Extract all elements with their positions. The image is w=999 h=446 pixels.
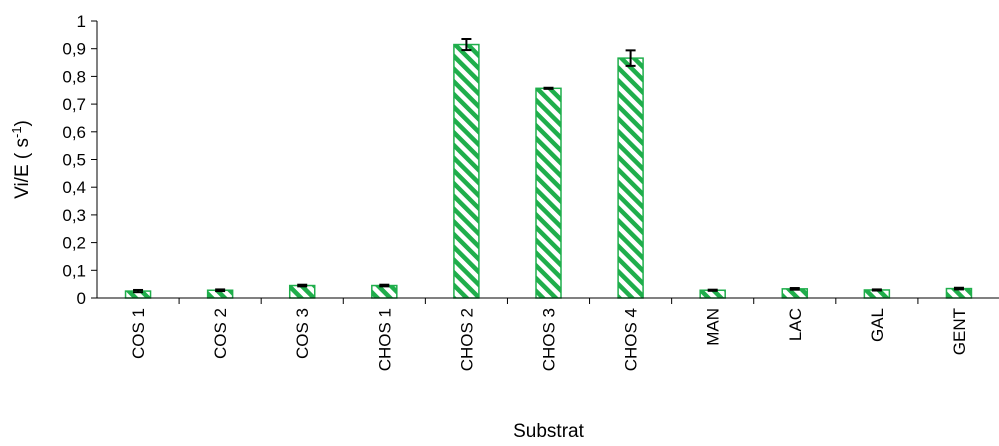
error-bar bbox=[625, 49, 636, 67]
x-tick-label: CHOS 1 bbox=[375, 308, 394, 371]
y-tick-label: 0,6 bbox=[62, 123, 86, 142]
y-tick-label: 0,1 bbox=[62, 261, 86, 280]
x-tick-label: MAN bbox=[704, 308, 723, 346]
x-axis-title: Substrat bbox=[513, 421, 584, 442]
bar bbox=[288, 284, 316, 299]
bar bbox=[371, 284, 398, 299]
x-tick-label: GENT bbox=[950, 308, 969, 355]
y-tick-label: 0,9 bbox=[62, 40, 86, 59]
x-tick-label: LAC bbox=[786, 308, 805, 341]
error-bar bbox=[461, 38, 472, 52]
error-bar bbox=[133, 288, 144, 294]
x-tick-label: COS 2 bbox=[211, 308, 230, 359]
x-tick-label: CHOS 3 bbox=[540, 308, 559, 371]
x-tick-label: COS 3 bbox=[293, 308, 312, 359]
y-title-main: Vi/E ( s bbox=[12, 138, 33, 199]
bar bbox=[535, 87, 562, 299]
error-bar bbox=[789, 287, 800, 291]
y-title-exponent: -1 bbox=[9, 126, 24, 138]
y-tick-label: 0,4 bbox=[62, 178, 86, 197]
error-bar bbox=[297, 283, 308, 288]
x-tick-label: COS 1 bbox=[129, 308, 148, 359]
y-tick-label: 0,5 bbox=[62, 151, 86, 170]
y-tick-label: 0,3 bbox=[62, 206, 86, 225]
error-bar bbox=[953, 286, 964, 291]
x-tick-label: CHOS 4 bbox=[622, 308, 641, 371]
error-bar bbox=[215, 288, 226, 293]
x-tick-label: CHOS 2 bbox=[457, 308, 476, 371]
error-bar bbox=[543, 86, 554, 90]
error-bars bbox=[133, 38, 964, 294]
x-axis-labels: COS 1 COS 2 COS 3 CHOS 1 CHOS 2 CHOS 3 CHOS 4 M… bbox=[129, 298, 969, 371]
y-title-close: ) bbox=[12, 120, 33, 126]
y-axis-title: Vi/E ( s-1) bbox=[9, 120, 33, 199]
bar bbox=[617, 57, 644, 299]
error-bar bbox=[707, 288, 718, 292]
error-bar bbox=[379, 283, 390, 288]
y-tick-label: 0,2 bbox=[62, 234, 86, 253]
y-tick-label: 1 bbox=[77, 12, 86, 31]
y-tick-label: 0 bbox=[77, 289, 86, 308]
y-tick-label: 0,8 bbox=[62, 67, 86, 86]
bar bbox=[453, 43, 480, 299]
bars bbox=[124, 43, 973, 299]
y-tick-label: 0,7 bbox=[62, 95, 86, 114]
x-tick-label: GAL bbox=[868, 308, 887, 342]
error-bar bbox=[871, 288, 882, 292]
y-axis-ticks: 0 0,1 0,2 0,3 0,4 0,5 0,6 0,7 0,8 0,9 1 bbox=[62, 12, 97, 308]
